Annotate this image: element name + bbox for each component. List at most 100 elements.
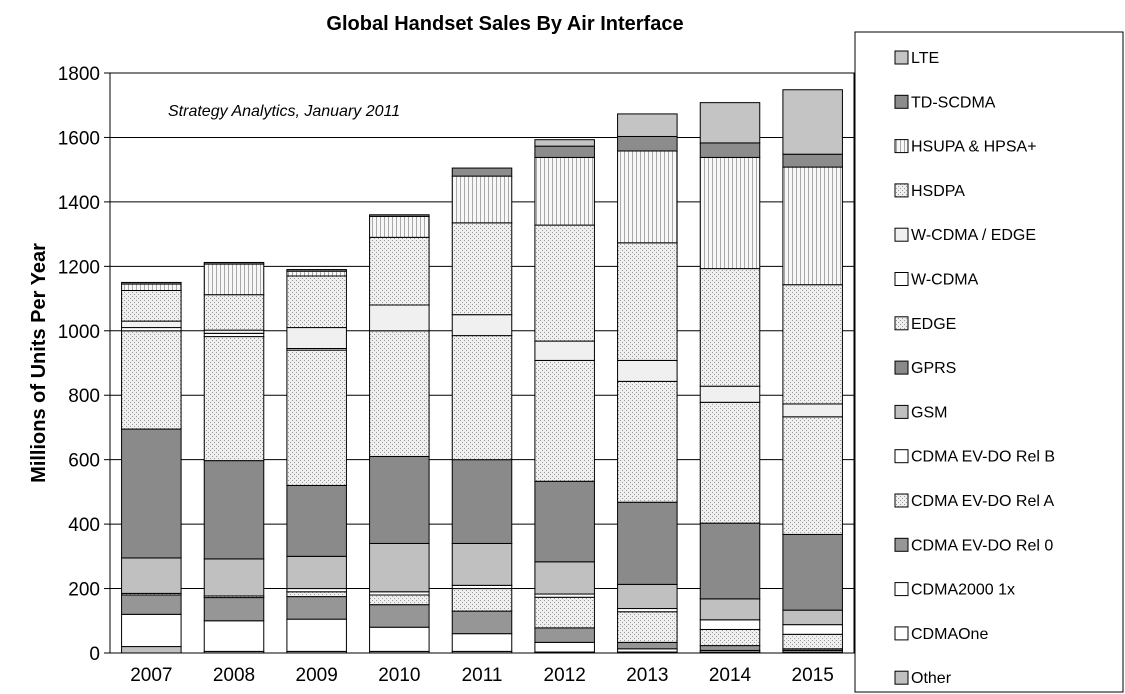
legend-item-cdma2000-1x: CDMA2000 1x [894,582,1015,599]
bar-segment-lte [699,102,761,144]
bar-segment-gprs [451,459,513,544]
bar-segment-cdma-ev-do-rel-a [451,588,513,612]
legend-swatch [894,493,909,508]
legend-swatch [894,360,909,375]
bar-segment-cdma-ev-do-rel-b [782,624,843,635]
bar-segment-hsdpa [451,222,513,316]
bar-segment-hsupa-hpsa [286,270,347,277]
legend-item-w-cdma-edge: W-CDMA / EDGE [894,227,1036,244]
bar-segment-gprs [617,501,678,585]
y-tick-label: 400 [68,515,100,536]
legend-label: LTE [911,50,939,67]
legend-swatch [894,94,909,109]
bar-segment-lte [782,89,843,155]
x-tick-label: 2013 [626,665,668,686]
bar-segment-hsupa-hpsa [534,156,595,226]
bar-segment-w-cdma-edge [617,359,678,382]
bar-segment-w-cdma-edge [451,314,513,337]
bar-stack-2012 [534,139,595,654]
bar-segment-td-scdma [451,167,513,177]
y-tick-label: 0 [89,644,100,665]
bar-segment-gprs [534,480,595,563]
bar-segment-cdma-ev-do-rel-0 [369,604,430,628]
bar-segment-gsm [534,561,595,595]
bar-segment-hsdpa [369,236,430,306]
bar-segment-edge [203,336,265,462]
bar-segment-gprs [121,428,182,559]
bar-segment-edge [699,401,761,524]
x-axis-ticks: 2007 2008 2009 2010 2011 2012 2013 2014 2015 [130,665,834,686]
bar-stack-2008 [203,261,265,654]
bar-segment-hsupa-hpsa [451,175,513,224]
bar-segment-gsm [286,555,347,590]
legend-item-other: Other [894,670,952,687]
bar-segment-cdma-ev-do-rel-a [782,633,843,650]
bar-segment-edge [451,335,513,461]
bar-segment-td-scdma [534,145,595,158]
bar-segment-hsdpa [782,284,843,405]
legend-item-gprs: GPRS [894,360,956,377]
bar-segment-hsdpa [203,294,265,331]
bar-segment-cdma-ev-do-rel-0 [203,597,265,622]
source-annotation: Strategy Analytics, January 2011 [168,103,400,120]
bar-segment-cdma-ev-do-rel-0 [286,596,347,620]
bar-segment-td-scdma [782,153,843,168]
x-tick-label: 2009 [296,665,338,686]
x-tick-label: 2015 [792,665,834,686]
bar-segment-cdmaone [121,613,182,648]
y-tick-label: 1800 [58,64,100,85]
y-tick-label: 800 [68,386,100,407]
legend-label: Other [911,670,952,687]
bar-segment-gsm [782,609,843,626]
bar-segment-cdmaone [534,641,595,653]
legend-swatch [894,272,909,286]
legend-swatch [894,183,909,198]
x-tick-label: 2011 [462,665,503,686]
bar-segment-hsdpa [699,268,761,387]
bar-segment-cdmaone [286,618,347,652]
bar-segment-cdma-ev-do-rel-0 [121,594,182,615]
bar-segment-hsdpa [121,290,182,322]
bar-stack-2010 [369,214,430,654]
legend-label: HSDPA [911,183,965,200]
bar-segment-cdma-ev-do-rel-a [369,594,430,606]
legend-swatch [894,316,909,331]
bar-segment-edge [617,380,678,503]
bar-segment-hsupa-hpsa [121,283,182,291]
legend-swatch [894,537,909,552]
legend-swatch [894,670,909,685]
bar-segment-td-scdma [369,214,430,217]
bar-segment-edge [534,359,595,482]
bar-segment-cdma-ev-do-rel-0 [699,645,761,651]
bar-segment-cdmaone [369,626,430,652]
bar-segment-cdma-ev-do-rel-a [699,628,761,647]
bar-segment-gsm [121,557,182,594]
legend-swatch [894,582,909,597]
y-tick-label: 600 [68,451,100,472]
x-tick-label: 2007 [130,665,172,686]
x-tick-label: 2010 [378,665,420,686]
bar-segment-edge [782,416,843,535]
bar-segment-edge [121,330,182,430]
bar-stack-2014 [699,102,761,654]
bar-segment-w-cdma-edge [699,385,761,403]
y-tick-label: 1600 [58,128,100,149]
legend-label: CDMA EV-DO Rel 0 [911,537,1053,554]
bar-segment-gsm [617,583,678,610]
legend-item-cdma-ev-do-rel-0: CDMA EV-DO Rel 0 [894,537,1053,554]
bar-segment-gprs [286,484,347,557]
legend-label: CDMAOne [911,626,988,643]
bar-segment-cdma-ev-do-rel-0 [534,627,595,643]
legend-label: CDMA2000 1x [911,582,1015,599]
legend-swatch [894,449,909,464]
y-tick-label: 1200 [58,257,100,278]
bar-segment-gsm [451,542,513,586]
bar-stack-2011 [451,167,513,654]
y-tick-label: 200 [68,580,100,601]
bar-segment-cdma-ev-do-rel-a [617,611,678,643]
legend-item-edge: EDGE [894,316,956,333]
bar-stack-2007 [121,281,182,654]
legend-swatch [894,50,909,65]
x-tick-label: 2014 [709,665,752,686]
legend-label: W-CDMA [911,272,979,289]
